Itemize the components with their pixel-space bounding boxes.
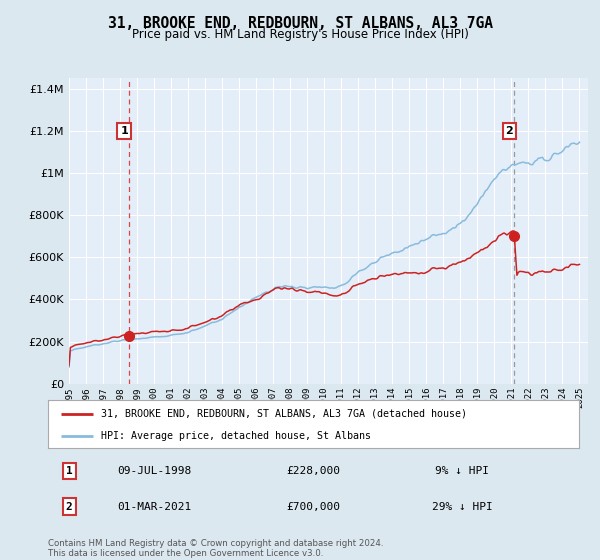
Text: £700,000: £700,000 [287,502,341,511]
Text: 2: 2 [505,126,513,136]
Text: 9% ↓ HPI: 9% ↓ HPI [435,466,489,476]
Text: 1: 1 [120,126,128,136]
Text: 29% ↓ HPI: 29% ↓ HPI [432,502,493,511]
Text: 31, BROOKE END, REDBOURN, ST ALBANS, AL3 7GA: 31, BROOKE END, REDBOURN, ST ALBANS, AL3… [107,16,493,31]
Text: 09-JUL-1998: 09-JUL-1998 [117,466,191,476]
Text: 1: 1 [66,466,73,476]
Text: 31, BROOKE END, REDBOURN, ST ALBANS, AL3 7GA (detached house): 31, BROOKE END, REDBOURN, ST ALBANS, AL3… [101,409,467,419]
Text: Price paid vs. HM Land Registry's House Price Index (HPI): Price paid vs. HM Land Registry's House … [131,28,469,41]
Text: HPI: Average price, detached house, St Albans: HPI: Average price, detached house, St A… [101,431,371,441]
Text: 2: 2 [66,502,73,511]
Text: 01-MAR-2021: 01-MAR-2021 [117,502,191,511]
Text: £228,000: £228,000 [287,466,341,476]
Text: Contains HM Land Registry data © Crown copyright and database right 2024.
This d: Contains HM Land Registry data © Crown c… [48,539,383,558]
